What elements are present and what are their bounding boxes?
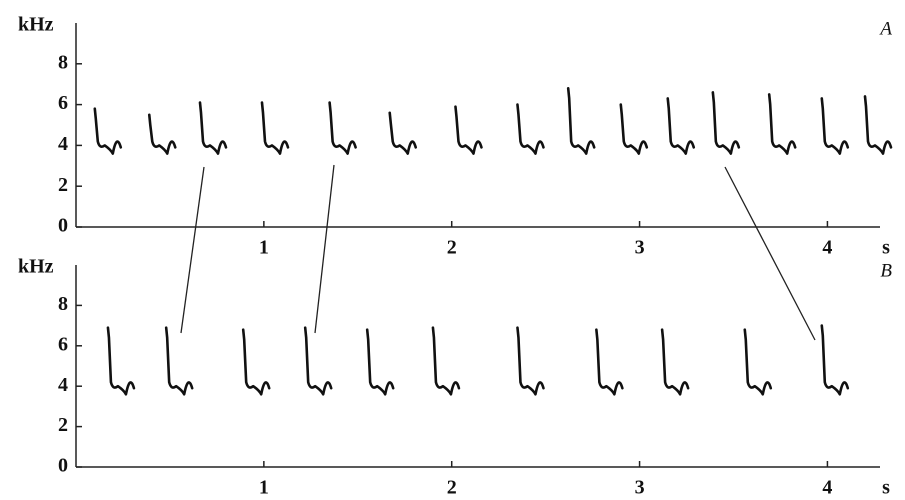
x-axis-label: s (882, 477, 890, 499)
syllable (516, 103, 545, 155)
x-tick-label: 4 (822, 477, 832, 499)
syllable (454, 105, 483, 155)
y-axis-label: kHz (18, 256, 54, 278)
panel-label: A (878, 18, 892, 39)
connector (724, 166, 816, 341)
y-tick-label: 4 (58, 374, 68, 396)
syllable (660, 328, 690, 396)
syllable (164, 326, 194, 396)
syllable (619, 103, 649, 155)
x-tick-label: 1 (259, 237, 269, 259)
syllable (303, 326, 333, 396)
syllable (147, 113, 177, 155)
syllable (106, 326, 136, 396)
y-tick-label: 6 (58, 92, 68, 114)
y-tick-label: 8 (58, 51, 68, 73)
y-tick-label: 8 (58, 293, 68, 315)
syllable (595, 328, 624, 396)
syllable (820, 324, 850, 396)
syllable (93, 107, 123, 155)
syllable (566, 86, 596, 155)
syllable (198, 101, 228, 155)
syllable (516, 326, 545, 396)
connector (180, 166, 205, 334)
x-tick-label: 4 (822, 237, 832, 259)
syllable (767, 93, 797, 155)
syllable (711, 91, 741, 155)
y-axis-label: kHz (18, 14, 54, 36)
y-tick-label: 4 (58, 133, 68, 155)
syllable (328, 101, 357, 155)
connector (314, 164, 335, 334)
x-tick-label: 2 (447, 237, 457, 259)
x-tick-label: 1 (259, 477, 269, 499)
panel-label: B (880, 260, 892, 281)
syllable (666, 97, 696, 155)
y-tick-label: 2 (58, 174, 68, 196)
x-tick-label: 2 (447, 477, 457, 499)
y-tick-label: 2 (58, 414, 68, 436)
syllable (431, 326, 461, 396)
syllable (241, 328, 271, 396)
syllable (820, 97, 850, 155)
y-tick-label: 0 (58, 215, 68, 237)
x-axis-label: s (882, 237, 890, 259)
x-tick-label: 3 (635, 477, 645, 499)
y-tick-label: 0 (58, 455, 68, 477)
y-tick-label: 6 (58, 333, 68, 355)
syllable (365, 328, 395, 396)
x-tick-label: 3 (635, 237, 645, 259)
syllable (743, 328, 773, 396)
syllable (260, 101, 290, 155)
syllable (388, 111, 418, 155)
syllable (863, 95, 893, 155)
